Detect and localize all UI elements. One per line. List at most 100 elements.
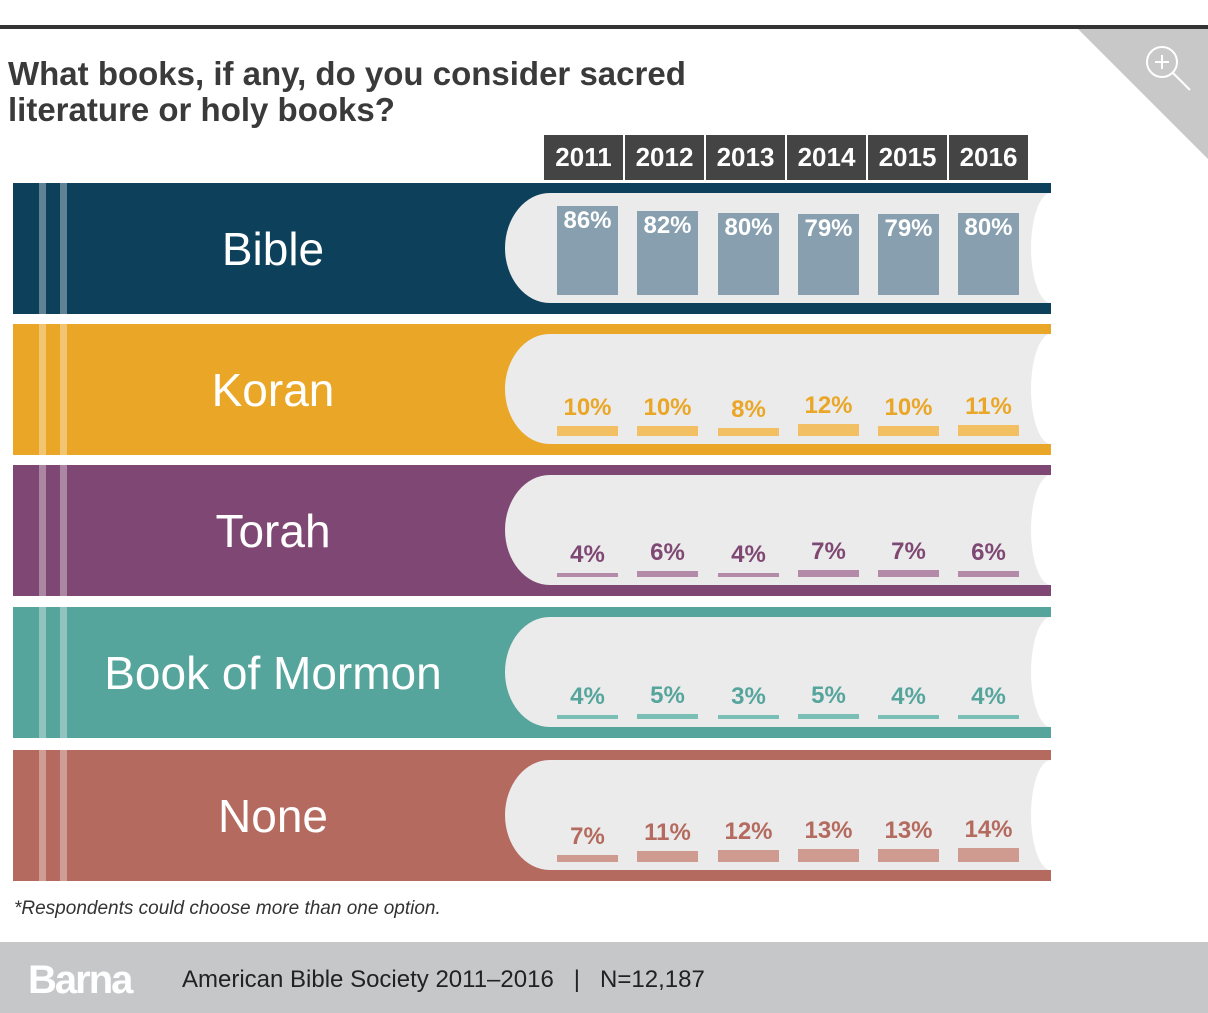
data-label: 80% <box>724 213 773 241</box>
spine-stripe <box>39 324 46 455</box>
data-label: 82% <box>643 211 692 239</box>
data-label: 10% <box>884 393 933 421</box>
data-label: 80% <box>964 213 1013 241</box>
bar <box>958 714 1019 719</box>
data-label: 7% <box>570 822 605 850</box>
bar <box>637 570 698 577</box>
bar <box>958 847 1019 862</box>
page-edge <box>1031 334 1071 444</box>
book-label: None <box>218 789 328 842</box>
bar <box>718 212 779 295</box>
bar <box>958 570 1019 577</box>
bar <box>878 425 939 436</box>
year-label: 2015 <box>868 135 947 180</box>
data-label: 86% <box>563 207 612 235</box>
bar <box>798 213 859 295</box>
spine-stripe <box>60 607 67 738</box>
bar <box>557 714 618 719</box>
data-label: 8% <box>731 395 766 423</box>
data-label: 7% <box>891 537 926 565</box>
bar <box>798 713 859 719</box>
bar <box>557 854 618 862</box>
data-label: 12% <box>804 391 853 419</box>
bar <box>878 213 939 295</box>
book-row: Koran 10% 10% 8% 12% 10% 11% <box>13 324 1071 455</box>
data-label: 4% <box>971 682 1006 710</box>
data-label: 14% <box>964 815 1013 843</box>
bar <box>718 572 779 577</box>
top-rule <box>0 25 1208 29</box>
bar <box>878 714 939 719</box>
data-label: 4% <box>731 540 766 568</box>
bar <box>958 424 1019 436</box>
year-label: 2016 <box>949 135 1028 180</box>
book-pages <box>505 617 1071 727</box>
chart-title: What books, if any, do you consider sacr… <box>8 55 686 128</box>
year-label: 2013 <box>706 135 785 180</box>
spine-stripe <box>39 183 46 314</box>
book-label: Bible <box>221 222 325 275</box>
data-label: 7% <box>811 537 846 565</box>
book-row: Bible 86% 82% 80% 79% 79% 80% <box>13 183 1071 314</box>
data-label: 3% <box>731 683 766 710</box>
spine-stripe <box>60 324 67 455</box>
book-row: Book of Mormon 4% 5% 3% 5% 4% 4% <box>13 607 1071 738</box>
data-label: 4% <box>570 540 605 568</box>
spine-stripe <box>39 607 46 738</box>
data-label: 5% <box>650 681 685 709</box>
book-pages <box>505 475 1071 585</box>
bar <box>557 425 618 436</box>
bar <box>798 423 859 436</box>
data-label: 6% <box>971 538 1006 566</box>
footnote: *Respondents could choose more than one … <box>14 898 441 919</box>
data-label: 13% <box>804 816 853 844</box>
footer: Barna American Bible Society 2011–2016 |… <box>0 942 1208 1013</box>
source-text: American Bible Society 2011–2016 | N=12,… <box>182 966 705 993</box>
data-label: 10% <box>643 393 692 421</box>
bar <box>798 848 859 862</box>
bar <box>637 425 698 436</box>
page-edge <box>1031 760 1071 870</box>
book-label: Book of Mormon <box>104 646 442 699</box>
bar <box>557 572 618 577</box>
year-label: 2012 <box>625 135 704 180</box>
data-label: 12% <box>724 817 773 845</box>
data-label: 4% <box>891 682 926 710</box>
year-header: 2011 2012 2013 2014 2015 2016 <box>544 135 1030 180</box>
year-label: 2014 <box>787 135 866 180</box>
bar <box>798 569 859 577</box>
bar <box>557 206 618 295</box>
page-edge <box>1031 193 1071 303</box>
bar <box>878 569 939 577</box>
page-edge <box>1031 475 1071 585</box>
zoom-corner[interactable] <box>1078 29 1208 159</box>
barna-logo: Barna <box>28 958 133 1002</box>
bar <box>718 427 779 436</box>
data-label: 79% <box>804 214 853 242</box>
data-label: 10% <box>563 393 612 421</box>
bar <box>718 849 779 862</box>
zoom-in-icon[interactable] <box>1142 42 1192 92</box>
page-edge <box>1031 617 1071 727</box>
data-label: 5% <box>811 681 846 709</box>
bar <box>637 713 698 719</box>
bar <box>637 850 698 862</box>
spine-stripe <box>60 750 67 881</box>
book-row: Torah 4% 6% 4% 7% 7% 6% <box>13 465 1071 596</box>
bar <box>718 715 779 719</box>
bar <box>878 848 939 862</box>
spine-stripe <box>39 465 46 596</box>
year-label: 2011 <box>544 135 623 180</box>
data-label: 11% <box>965 392 1012 420</box>
book-label: Koran <box>211 363 335 416</box>
data-label: 4% <box>570 682 605 710</box>
data-label: 11% <box>644 818 691 846</box>
book-row: None 7% 11% 12% 13% 13% 14% <box>13 750 1071 881</box>
book-label: Torah <box>215 504 331 557</box>
bar <box>958 212 1019 295</box>
spine-stripe <box>60 465 67 596</box>
data-label: 6% <box>650 538 685 566</box>
spine-stripe <box>60 183 67 314</box>
data-label: 79% <box>884 214 933 242</box>
data-label: 13% <box>884 816 933 844</box>
